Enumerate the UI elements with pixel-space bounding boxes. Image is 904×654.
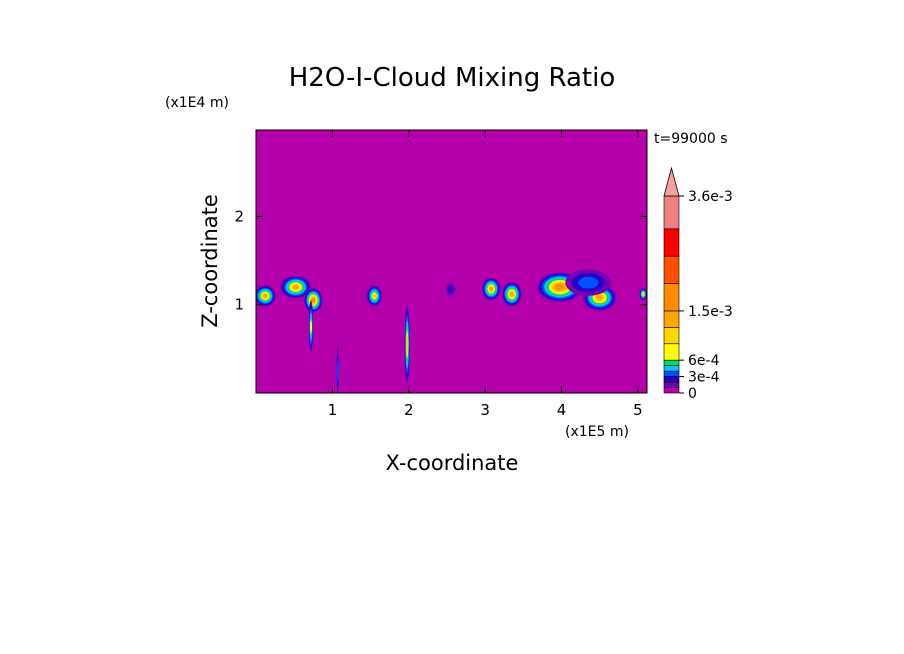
- cloud-contour: [596, 295, 603, 301]
- colorbar-band: [663, 327, 680, 345]
- cloud-contour: [263, 293, 268, 298]
- x-tick-label: 4: [557, 401, 567, 419]
- colorbar-band: [663, 387, 680, 394]
- colorbar-label: 6e-4: [688, 353, 720, 369]
- cloud-contour: [578, 276, 599, 289]
- cloud-contour: [556, 284, 564, 290]
- y-scale-label: (x1E4 m): [165, 95, 229, 111]
- cloud-contour: [406, 336, 409, 353]
- colorbar-band: [663, 283, 680, 312]
- colorbar-band: [663, 365, 680, 372]
- colorbar-band: [663, 370, 680, 377]
- cloud-contour: [372, 293, 376, 299]
- x-tick-label: 3: [480, 401, 490, 419]
- cloud-contour: [509, 291, 514, 297]
- colorbar-band: [663, 376, 680, 383]
- cloud-contour: [447, 285, 454, 295]
- plot-background: [256, 130, 647, 393]
- plot-frame: [255, 129, 648, 394]
- colorbar-band: [663, 255, 680, 284]
- colorbar-band: [663, 310, 680, 328]
- chart-title: H2O-I-Cloud Mixing Ratio: [289, 63, 616, 93]
- x-tick-label: 2: [404, 401, 414, 419]
- cloud-contour: [311, 298, 315, 303]
- x-axis-label: X-coordinate: [386, 451, 519, 475]
- colorbar-label: 3.6e-3: [688, 189, 733, 205]
- y-axis-label: Z-coordinate: [198, 194, 222, 328]
- x-tick-label: 5: [633, 401, 643, 419]
- cloud-contour: [489, 286, 493, 291]
- colorbar-band: [663, 381, 680, 388]
- cloud-contour: [642, 292, 645, 296]
- colorbar-label: 3e-4: [688, 370, 720, 386]
- colorbar-band: [663, 195, 680, 230]
- y-tick-label: 2: [234, 207, 244, 225]
- time-label: t=99000 s: [654, 131, 728, 147]
- colorbar: 03e-46e-4 1.5e-3 3.6e-3: [663, 166, 733, 402]
- cloud-contour: [309, 320, 312, 334]
- colorbar-label: 1.5e-3: [688, 304, 733, 320]
- cloud-contour: [336, 359, 339, 383]
- colorbar-band: [663, 228, 680, 257]
- y-axis: 12: [234, 207, 647, 314]
- x-scale-label: (x1E5 m): [565, 424, 629, 440]
- cloud-field: [256, 269, 647, 393]
- x-tick-label: 1: [328, 401, 338, 419]
- colorbar-extend-arrow: [663, 166, 680, 197]
- y-tick-label: 1: [234, 296, 244, 314]
- colorbar-band: [663, 343, 680, 361]
- colorbar-label: 0: [688, 386, 697, 402]
- x-axis: 1 2 3 4 5: [328, 130, 643, 419]
- cloud-contour: [292, 284, 299, 290]
- plot-area: [255, 129, 648, 394]
- colorbar-band: [663, 359, 680, 366]
